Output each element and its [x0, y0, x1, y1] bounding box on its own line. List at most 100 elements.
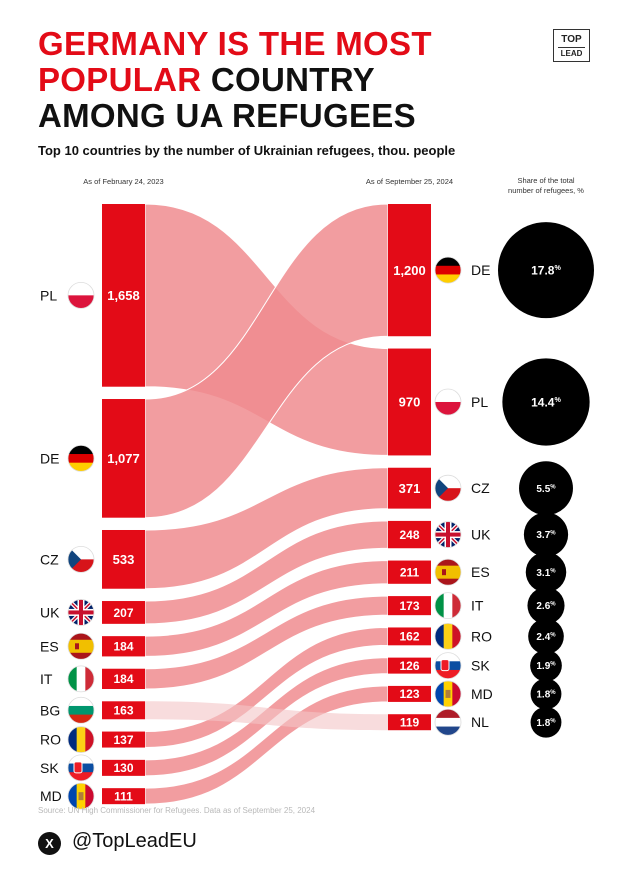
share-circle-es [525, 551, 567, 593]
right-node-cz: 371 CZ 5.5% [388, 461, 573, 516]
right-bar-de [388, 204, 431, 337]
uk-flag [434, 521, 462, 548]
right-bar-it [388, 596, 431, 616]
share-circle-cz [519, 461, 573, 516]
title-highlight: POPULAR [38, 61, 202, 98]
right-value-label: 173 [399, 599, 419, 613]
right-country-code: PL [471, 394, 488, 410]
right-value-label: 970 [399, 395, 421, 410]
right-node-it: 173 IT 2.6% [388, 587, 565, 625]
germany-flag [67, 444, 95, 472]
title-line-2-rest: COUNTRY [201, 61, 375, 98]
chart-title: GERMANY IS THE MOST POPULAR COUNTRY AMON… [38, 26, 508, 134]
share-circle-pl [502, 358, 590, 446]
share-value-label: 1.9% [536, 661, 556, 672]
left-country-code: ES [40, 638, 59, 654]
share-value-label: 14.4% [531, 395, 561, 409]
right-bar-pl [388, 348, 431, 456]
left-value-label: 207 [113, 606, 133, 620]
left-node-md: 111 MD [40, 782, 145, 810]
title-line-2: POPULAR COUNTRY [38, 62, 508, 98]
left-bar-bg [102, 701, 145, 720]
share-value-label: 17.8% [531, 263, 561, 277]
right-bar-sk [388, 657, 431, 674]
left-value-label: 1,658 [107, 288, 140, 303]
left-node-cz: 533 CZ [40, 529, 145, 589]
bulgaria-flag [67, 696, 95, 724]
column-headers: As of February 24, 2023 As of September 2… [83, 176, 584, 195]
x-logo-icon: X [38, 832, 61, 855]
romania-flag [434, 622, 462, 650]
left-country-code: BG [40, 702, 60, 718]
spain-flag [67, 632, 95, 660]
share-circle-uk [523, 512, 569, 557]
left-node-uk: 207 UK [40, 599, 145, 626]
left-bar-es [102, 636, 145, 657]
uk-flag [67, 599, 95, 626]
right-bar-cz [388, 467, 431, 509]
right-node-pl: 970 PL 14.4% [388, 348, 590, 456]
chart-subtitle: Top 10 countries by the number of Ukrain… [38, 143, 456, 158]
left-value-label: 184 [113, 672, 133, 686]
left-node-bg: 163 BG [40, 696, 145, 724]
slovakia-flag [434, 652, 462, 680]
romania-flag [67, 726, 95, 753]
left-value-label: 1,077 [107, 451, 140, 466]
right-bar-md [388, 685, 431, 702]
moldova-flag [67, 782, 95, 810]
left-bar-it [102, 668, 145, 689]
left-bar-pl [102, 204, 145, 387]
right-node-ro: 162 RO 2.4% [388, 618, 564, 655]
spain-flag [434, 558, 462, 586]
right-nodes: 1,200 DE 17.8% 970 PL 14.4% 371 CZ 5.5% 248 UK 3.7%… [388, 204, 594, 738]
left-bar-uk [102, 601, 145, 624]
italy-flag [67, 665, 95, 693]
left-nodes: 1,658PL1,077DE533CZ207UK184ES184IT163BG1… [40, 204, 145, 810]
flow-uk [144, 520, 389, 625]
right-value-label: 126 [399, 659, 419, 673]
left-value-label: 137 [113, 733, 133, 747]
left-country-code: PL [40, 287, 57, 303]
left-bar-sk [102, 759, 145, 776]
share-value-label: 3.1% [536, 568, 556, 579]
share-circle-sk [530, 649, 562, 682]
right-bar-es [388, 560, 431, 584]
poland-flag [67, 281, 95, 309]
left-bar-cz [102, 529, 145, 589]
share-circle-md [530, 678, 562, 710]
right-column-header: As of September 25, 2024 [366, 177, 453, 186]
title-line-3: AMONG UA REFUGEES [38, 97, 416, 134]
right-bar-nl [388, 714, 431, 731]
right-value-label: 1,200 [393, 263, 426, 278]
right-node-md: 123 MD 1.8% [388, 678, 562, 710]
left-node-de: 1,077 DE [40, 399, 145, 518]
share-header-line-1: Share of the total [517, 176, 574, 185]
share-value-label: 2.6% [536, 601, 556, 612]
share-circle-it [527, 587, 565, 625]
share-value-label: 1.8% [536, 718, 556, 729]
czechia-flag [434, 474, 462, 502]
share-circle-nl [530, 706, 562, 738]
left-bar-md [102, 788, 145, 805]
right-value-label: 119 [400, 716, 420, 730]
right-country-code: SK [471, 658, 490, 674]
left-country-code: IT [40, 671, 53, 687]
right-country-code: RO [471, 628, 492, 644]
right-value-label: 123 [399, 687, 419, 701]
right-node-nl: 119 NL 1.8% [388, 706, 562, 738]
source-note: Source: UN High Commissioner for Refugee… [38, 806, 316, 815]
left-bar-de [102, 399, 145, 518]
left-country-code: MD [40, 788, 62, 804]
right-node-de: 1,200 DE 17.8% [388, 204, 594, 337]
right-country-code: ES [471, 564, 490, 580]
left-value-label: 130 [113, 761, 133, 775]
social-handle: @TopLeadEU [72, 830, 197, 852]
netherlands-flag [434, 708, 462, 736]
left-country-code: RO [40, 732, 61, 748]
left-node-sk: 130 SK [40, 754, 145, 782]
flows [144, 203, 389, 805]
left-node-es: 184 ES [40, 632, 145, 660]
share-value-label: 3.7% [536, 530, 556, 541]
logo-bottom-text: LEAD [558, 47, 585, 59]
left-node-ro: 137 RO [40, 726, 145, 753]
